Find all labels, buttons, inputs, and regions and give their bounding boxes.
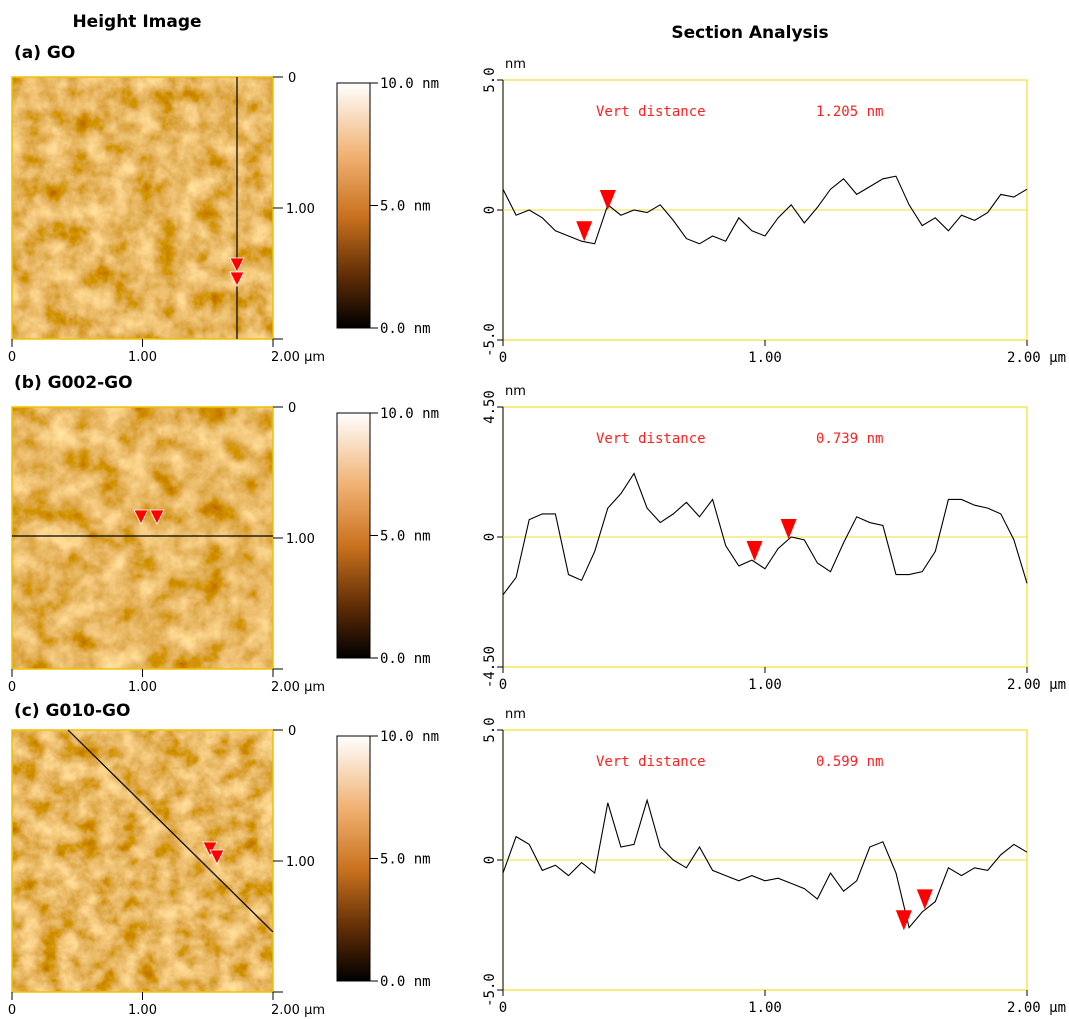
annotation-label: Vert distance	[596, 431, 706, 447]
height-image	[12, 730, 273, 992]
cursor-marker	[202, 841, 218, 857]
height-image	[12, 77, 273, 339]
panel-title: (b) G002-GO	[14, 373, 133, 393]
x-tick-label: 1.00	[748, 1000, 782, 1016]
x-tick-label: 0	[8, 680, 16, 695]
profile-line	[502, 175, 1028, 245]
header: Section Analysis	[671, 23, 828, 43]
annotation-value: 1.205 nm	[816, 104, 883, 120]
annotation-label: Vert distance	[596, 754, 706, 770]
y-tick-label: 5.0	[482, 717, 498, 742]
cursor-marker	[209, 849, 225, 865]
y-unit: nm	[505, 384, 526, 399]
x-tick-label: 0	[8, 1003, 16, 1018]
colorbar-label: 0.0 nm	[380, 651, 431, 667]
y-tick-label: 1.00	[286, 855, 315, 870]
y-tick-label: 0	[482, 533, 498, 541]
colorbar	[336, 735, 371, 982]
x-tick-label: 1.00	[128, 680, 157, 695]
x-tick-label: 1.00	[748, 350, 782, 366]
cursor-marker	[229, 257, 245, 273]
x-tick-label: 1.00	[128, 1003, 157, 1018]
y-tick-label: 1.00	[286, 532, 315, 547]
y-tick-label: -4.50	[482, 646, 498, 688]
x-tick-label: 2.00 µm	[1007, 350, 1066, 366]
x-tick-label: 0	[8, 350, 16, 365]
panel-title: (c) G010-GO	[14, 701, 130, 721]
cursor-marker	[746, 540, 763, 561]
cursor-marker	[133, 509, 149, 525]
y-tick-label: 0	[482, 206, 498, 214]
x-tick-label: 0	[499, 1000, 507, 1016]
y-tick-label: 0	[288, 401, 296, 416]
annotation-value: 0.599 nm	[816, 754, 883, 770]
x-tick-label: 1.00	[748, 677, 782, 693]
y-unit: nm	[505, 707, 526, 722]
y-tick-label: -5.0	[482, 973, 498, 1007]
panel-title: (a) GO	[14, 43, 75, 63]
y-tick-label: 4.50	[482, 390, 498, 424]
y-tick-label: 0	[288, 71, 296, 86]
cursor-marker	[229, 271, 245, 287]
cursor-marker	[780, 519, 797, 540]
cursor-marker	[149, 509, 165, 525]
cursor-marker	[599, 190, 616, 210]
x-tick-label: 2.00 µm	[1007, 1000, 1066, 1016]
colorbar-label: 5.0 nm	[380, 852, 431, 868]
y-tick-label: 0	[482, 856, 498, 864]
colorbar-label: 5.0 nm	[380, 529, 431, 545]
section-line	[67, 729, 274, 933]
cursor-marker	[916, 889, 933, 910]
colorbar	[336, 412, 371, 659]
x-tick-label: 2.00 µm	[271, 680, 325, 695]
profile-line	[502, 472, 1028, 596]
height-image	[12, 407, 273, 669]
profile-line	[502, 798, 1028, 929]
annotation-label: Vert distance	[596, 104, 706, 120]
colorbar	[336, 82, 371, 329]
x-tick-label: 2.00 µm	[271, 350, 325, 365]
annotation-value: 0.739 nm	[816, 431, 883, 447]
header: Height Image	[72, 12, 201, 32]
y-tick-label: 5.0	[482, 67, 498, 92]
y-tick-label: 1.00	[286, 202, 315, 217]
x-tick-label: 2.00 µm	[271, 1003, 325, 1018]
colorbar-label: 10.0 nm	[380, 406, 439, 422]
x-tick-label: 0	[499, 677, 507, 693]
cursor-marker	[895, 910, 912, 931]
cursor-marker	[576, 221, 593, 242]
x-tick-label: 2.00 µm	[1007, 677, 1066, 693]
y-unit: nm	[505, 57, 526, 72]
colorbar-label: 0.0 nm	[380, 321, 431, 337]
colorbar-label: 10.0 nm	[380, 729, 439, 745]
x-tick-label: 0	[499, 350, 507, 366]
y-tick-label: -5.0	[482, 323, 498, 357]
colorbar-label: 0.0 nm	[380, 974, 431, 990]
colorbar-label: 10.0 nm	[380, 76, 439, 92]
x-tick-label: 1.00	[128, 350, 157, 365]
y-tick-label: 0	[288, 724, 296, 739]
colorbar-label: 5.0 nm	[380, 199, 431, 215]
